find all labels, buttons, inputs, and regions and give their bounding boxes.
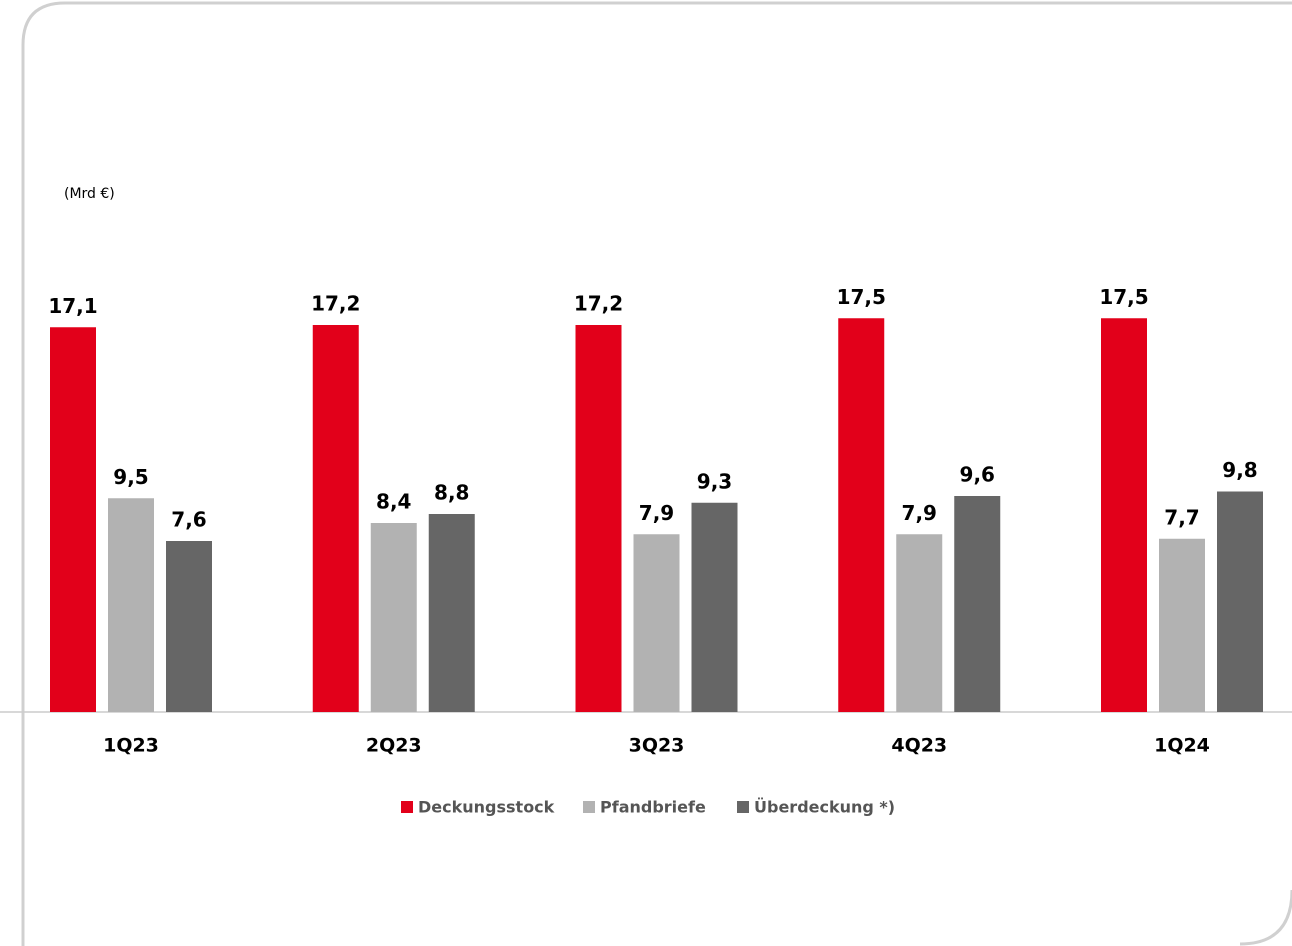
data-label: 17,2 — [311, 292, 360, 316]
data-label: 9,3 — [697, 469, 732, 493]
bar — [1159, 538, 1205, 712]
data-label: 17,1 — [48, 294, 97, 318]
bar — [50, 327, 96, 712]
bar — [954, 496, 1001, 712]
data-label: 17,5 — [1099, 285, 1148, 309]
data-label: 7,6 — [171, 508, 206, 532]
data-label: 8,4 — [376, 490, 411, 514]
legend-swatch — [401, 801, 413, 813]
data-label: 8,8 — [434, 481, 469, 505]
data-label: 9,6 — [960, 463, 995, 487]
x-tick-label: 1Q24 — [1154, 735, 1210, 757]
legend-label: Deckungsstock — [418, 798, 555, 817]
bar — [370, 523, 417, 712]
bar — [633, 534, 680, 712]
x-tick-label: 3Q23 — [629, 735, 685, 757]
unit-label: (Mrd €) — [64, 186, 115, 202]
data-label: 7,9 — [639, 501, 674, 525]
bar — [575, 325, 622, 712]
legend-swatch — [737, 801, 749, 813]
bar — [166, 541, 212, 712]
bar — [1101, 318, 1147, 712]
bar — [108, 498, 154, 712]
data-label: 17,5 — [837, 285, 886, 309]
frame — [21, 1, 1292, 946]
data-label: 7,9 — [902, 501, 937, 525]
bar — [896, 534, 943, 712]
legend-swatch — [583, 801, 595, 813]
data-label: 9,8 — [1222, 458, 1257, 482]
legend-label: Pfandbriefe — [600, 798, 706, 817]
x-tick-label: 4Q23 — [891, 735, 947, 757]
data-label: 7,7 — [1164, 505, 1199, 529]
bar — [312, 325, 359, 712]
bar — [428, 514, 475, 712]
bar — [691, 502, 738, 712]
data-label: 9,5 — [113, 465, 148, 489]
data-label: 17,2 — [574, 292, 623, 316]
legend-label: Überdeckung *) — [754, 798, 895, 817]
bar — [838, 318, 885, 712]
x-tick-label: 2Q23 — [366, 735, 422, 757]
frame-corner — [1239, 889, 1292, 946]
x-tick-label: 1Q23 — [103, 735, 159, 757]
bar — [1217, 491, 1263, 712]
